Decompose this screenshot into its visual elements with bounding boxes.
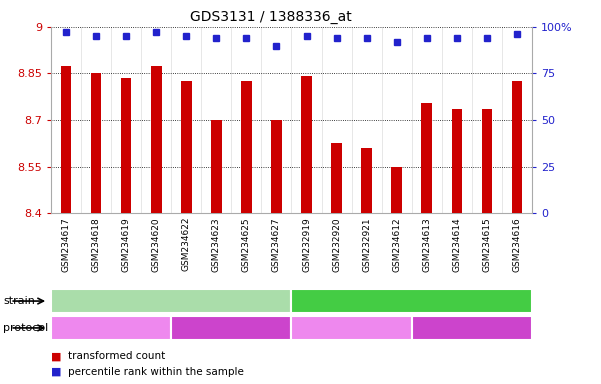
Bar: [271, 120, 282, 213]
Bar: [511, 81, 522, 213]
Text: sedentary: sedentary: [323, 323, 380, 333]
Text: GSM234615: GSM234615: [483, 217, 491, 272]
Text: GSM234617: GSM234617: [62, 217, 70, 272]
Text: GSM234616: GSM234616: [513, 217, 521, 272]
Text: exercise: exercise: [449, 323, 495, 333]
Text: GSM234614: GSM234614: [453, 217, 461, 271]
Text: ■: ■: [51, 351, 61, 361]
Text: GDS3131 / 1388336_at: GDS3131 / 1388336_at: [189, 10, 352, 23]
Text: high capacity runner: high capacity runner: [353, 296, 470, 306]
Bar: [421, 103, 432, 213]
Bar: [451, 109, 462, 213]
Bar: [391, 167, 402, 213]
Text: GSM234612: GSM234612: [392, 217, 401, 271]
Bar: [331, 143, 342, 213]
Text: sedentary: sedentary: [83, 323, 139, 333]
Text: GSM232921: GSM232921: [362, 217, 371, 271]
Text: GSM234625: GSM234625: [242, 217, 251, 271]
Text: ■: ■: [51, 367, 61, 377]
Text: GSM234619: GSM234619: [122, 217, 130, 272]
Bar: [61, 66, 72, 213]
Text: GSM234618: GSM234618: [92, 217, 100, 272]
Text: GSM232920: GSM232920: [332, 217, 341, 271]
Text: GSM234623: GSM234623: [212, 217, 221, 271]
Bar: [241, 81, 252, 213]
Bar: [481, 109, 492, 213]
Bar: [151, 66, 162, 213]
Bar: [301, 76, 312, 213]
Text: strain: strain: [3, 296, 35, 306]
Text: GSM234627: GSM234627: [272, 217, 281, 271]
Bar: [211, 120, 222, 213]
Text: transformed count: transformed count: [68, 351, 165, 361]
Text: GSM234620: GSM234620: [152, 217, 160, 271]
Text: protocol: protocol: [3, 323, 48, 333]
Text: GSM234622: GSM234622: [182, 217, 191, 271]
Bar: [181, 81, 192, 213]
Text: percentile rank within the sample: percentile rank within the sample: [68, 367, 244, 377]
Text: low capacity runner: low capacity runner: [116, 296, 227, 306]
Bar: [91, 73, 102, 213]
Bar: [121, 78, 132, 213]
Bar: [361, 148, 372, 213]
Text: exercise: exercise: [209, 323, 254, 333]
Text: GSM234613: GSM234613: [423, 217, 431, 272]
Text: GSM232919: GSM232919: [302, 217, 311, 272]
